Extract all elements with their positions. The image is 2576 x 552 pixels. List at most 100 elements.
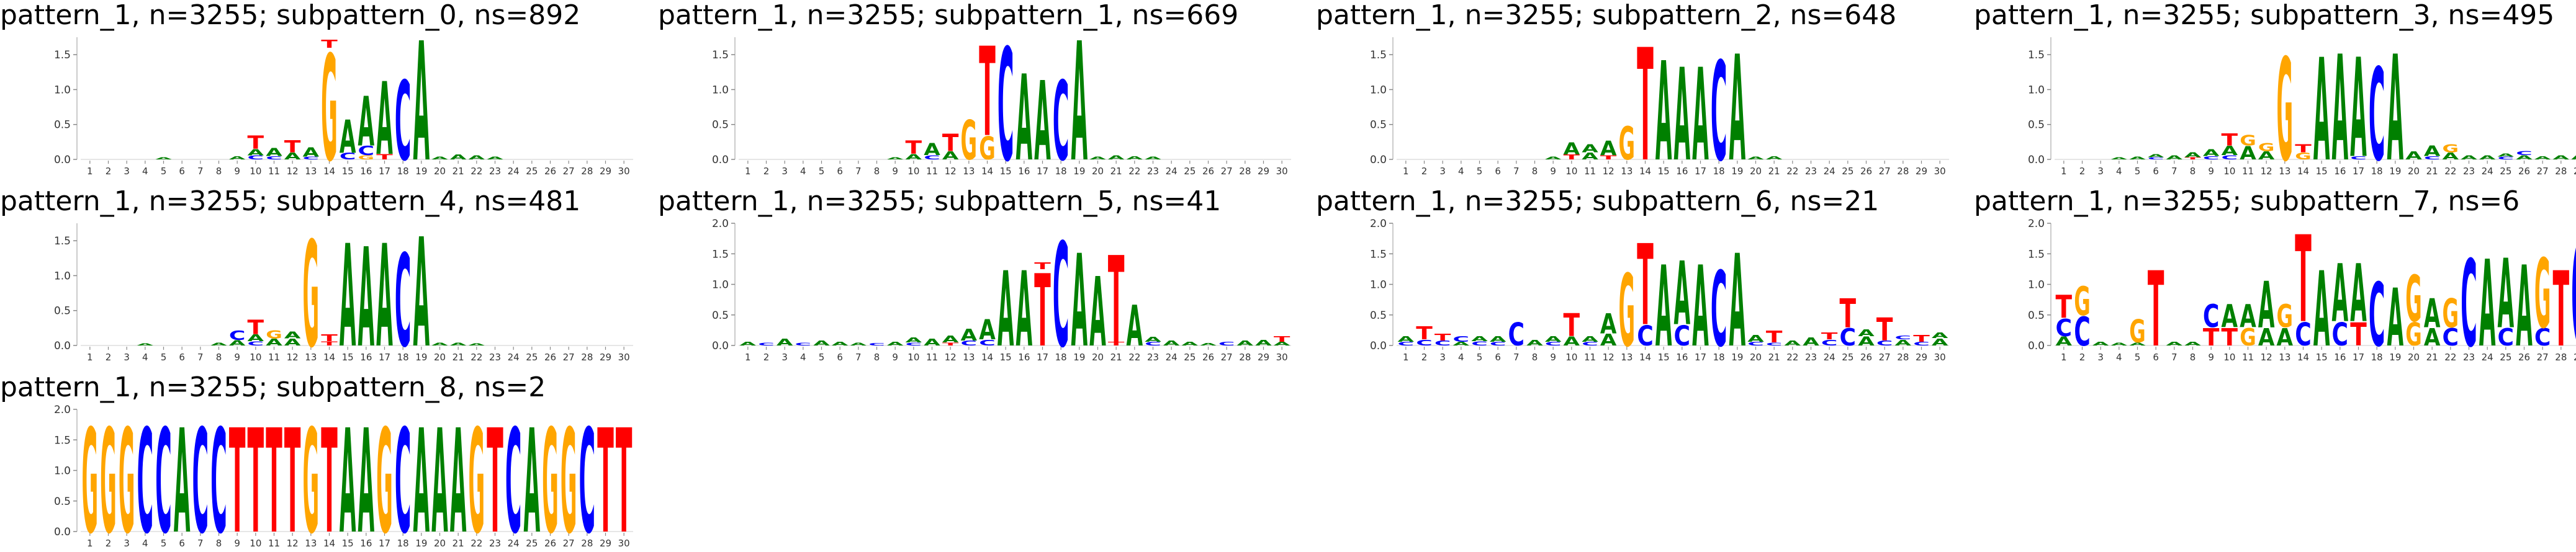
- logo-letter-G: G: [561, 399, 577, 552]
- x-tick-label: 17: [1037, 352, 1048, 363]
- logo-letter-A: A: [1545, 335, 1562, 344]
- x-tick-label: 3: [2097, 166, 2104, 177]
- logo-letter-A: A: [1600, 137, 1617, 161]
- logo-letter-C: C: [1053, 58, 1070, 185]
- x-tick-label: 4: [2116, 352, 2122, 363]
- x-tick-label: 16: [360, 352, 372, 363]
- x-tick-label: 28: [1897, 352, 1909, 363]
- x-tick-label: 13: [2279, 166, 2290, 177]
- logo-letter-C: C: [155, 399, 172, 552]
- y-tick-label: 1.0: [2028, 279, 2045, 292]
- x-tick-label: 26: [2518, 166, 2530, 177]
- logo-letter-A: A: [2424, 291, 2441, 337]
- x-tick-label: 17: [1037, 166, 1048, 177]
- logo-letter-A: A: [155, 157, 172, 160]
- logo-letter-A: A: [2222, 298, 2238, 335]
- logo-letter-C: C: [2571, 213, 2576, 379]
- logo-letter-C: C: [340, 151, 356, 162]
- logo-letter-A: A: [850, 342, 867, 346]
- logo-letter-A: A: [450, 399, 467, 552]
- logo-letter-A: A: [1545, 156, 1562, 161]
- y-tick-label: 0.5: [2028, 309, 2045, 322]
- x-tick-label: 11: [2242, 166, 2254, 177]
- logo-letter-A: A: [942, 149, 959, 162]
- logo-letter-T: T: [1434, 332, 1451, 343]
- sequence-logo-chart: 0.00.51.01.51 2 3 4 5 6 7 8 9 10 11 12 13 14 15 16 17 18 1…: [1370, 16, 1949, 196]
- x-tick-label: 1: [745, 352, 751, 363]
- x-tick-label: 10: [907, 166, 919, 177]
- panel-title: pattern_1, n=3255; subpattern_5, ns=41: [658, 185, 1222, 217]
- x-tick-label: 6: [2153, 352, 2159, 363]
- logo-letter-G: G: [2240, 323, 2256, 351]
- x-tick-label: 14: [1639, 352, 1651, 363]
- logo-letter-A: A: [1747, 156, 1764, 161]
- x-tick-label: 7: [2171, 352, 2177, 363]
- x-tick-label: 11: [926, 352, 938, 363]
- x-tick-label: 19: [1731, 352, 1743, 363]
- logo-letter-T: T: [2222, 131, 2238, 149]
- sequence-logo-chart: 0.00.51.01.52.01 2 3 4 5 6 7 8 9 10 11 12 13 14 15 16 17…: [712, 213, 1291, 379]
- x-tick-label: 9: [2208, 166, 2214, 177]
- logo-letter-C: C: [1747, 341, 1764, 347]
- logo-letter-A: A: [2056, 334, 2073, 349]
- logo-letter-A: A: [2092, 341, 2109, 347]
- x-tick-label: 20: [1750, 166, 1762, 177]
- x-tick-label: 4: [1458, 352, 1464, 363]
- x-tick-label: 1: [1403, 166, 1409, 177]
- logo-letter-A: A: [1582, 335, 1598, 344]
- logo-letter-T: T: [1034, 260, 1051, 271]
- x-tick-label: 26: [544, 166, 556, 177]
- sequence-logo-chart: 0.00.51.01.51 2 3 4 5 6 7 8 9 10 11 12 13 14 15 16 17 18 1…: [54, 207, 633, 381]
- x-tick-label: 26: [1860, 352, 1872, 363]
- x-tick-label: 8: [874, 352, 880, 363]
- logo-letter-A: A: [1655, 243, 1672, 372]
- x-tick-label: 12: [945, 352, 957, 363]
- logo-letter-A: A: [2313, 29, 2330, 193]
- x-tick-label: 12: [2261, 352, 2272, 363]
- logo-letter-T: T: [616, 399, 633, 552]
- logo-letter-A: A: [1089, 156, 1106, 161]
- logo-letter-A: A: [266, 146, 282, 158]
- x-tick-label: 20: [2408, 352, 2420, 363]
- logo-letter-C: C: [1674, 319, 1691, 352]
- logo-letter-T: T: [906, 137, 922, 158]
- x-tick-label: 10: [250, 166, 261, 177]
- logo-letter-A: A: [2387, 25, 2404, 194]
- logo-letter-T: T: [284, 138, 301, 156]
- x-tick-label: 11: [1584, 352, 1596, 363]
- logo-letter-C: C: [1508, 317, 1525, 354]
- x-tick-label: 16: [1018, 352, 1030, 363]
- panel-title: pattern_1, n=3255; subpattern_4, ns=481: [0, 185, 581, 217]
- logo-letter-A: A: [2350, 249, 2367, 341]
- x-tick-label: 11: [268, 352, 280, 363]
- x-tick-label: 19: [1073, 352, 1085, 363]
- x-tick-label: 7: [1513, 352, 1520, 363]
- x-tick-label: 29: [2574, 352, 2576, 363]
- x-tick-label: 18: [1713, 166, 1725, 177]
- y-tick-label: 1.5: [54, 434, 71, 447]
- logo-letter-A: A: [431, 342, 448, 347]
- x-tick-label: 20: [434, 166, 446, 177]
- y-tick-label: 0.5: [1370, 309, 1387, 322]
- logo-letter-T: T: [1766, 328, 1783, 347]
- logo-letter-A: A: [2387, 273, 2404, 365]
- logo-letter-A: A: [2277, 323, 2294, 351]
- x-tick-label: 30: [1934, 352, 1946, 363]
- x-tick-label: 13: [2279, 352, 2290, 363]
- logo-letter-C: C: [303, 156, 320, 161]
- logo-letter-G: G: [303, 399, 320, 552]
- logo-letter-C: C: [2516, 151, 2533, 157]
- x-tick-label: 4: [142, 352, 148, 363]
- x-tick-label: 14: [323, 166, 335, 177]
- x-tick-label: 10: [250, 352, 261, 363]
- y-tick-label: 2.0: [54, 404, 71, 416]
- logo-letter-A: A: [1071, 227, 1088, 376]
- logo-letter-A: A: [924, 337, 940, 348]
- x-tick-label: 25: [1184, 352, 1196, 363]
- x-tick-label: 27: [563, 166, 575, 177]
- x-tick-label: 6: [179, 166, 185, 177]
- x-tick-label: 11: [926, 166, 938, 177]
- y-tick-label: 1.0: [712, 279, 729, 292]
- x-tick-label: 29: [600, 352, 611, 363]
- logo-letter-A: A: [1582, 143, 1598, 155]
